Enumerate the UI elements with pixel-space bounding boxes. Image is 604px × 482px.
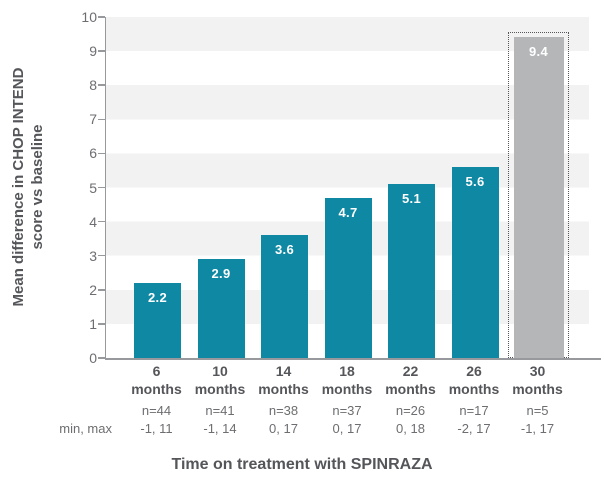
- minmax-row: -1, 11 -1, 14 0, 17 0, 17 0, 18 -2, 17 -1, 17: [105, 421, 588, 437]
- y-axis-title: Mean difference in CHOP INTEND score vs …: [9, 7, 47, 367]
- x-category-month: 22: [402, 363, 419, 379]
- x-category-month: 10: [212, 363, 228, 379]
- bar-value-label: 4.7: [338, 204, 358, 220]
- minmax-value: -2, 17: [457, 421, 491, 436]
- x-category-month: 30: [529, 363, 546, 379]
- y-tick-mark: [98, 84, 105, 86]
- x-category-unit: months: [321, 380, 373, 397]
- x-category-month: 14: [275, 363, 292, 379]
- minmax-value: 0, 17: [332, 421, 362, 436]
- y-axis-tick-labels: 0 1 2 3 4 5 6 7 8 9 10: [57, 9, 97, 366]
- y-tick-label: 5: [89, 179, 97, 196]
- minmax-row-label: min, max: [59, 421, 112, 436]
- bar: 3.6: [261, 235, 308, 358]
- y-tick-mark: [98, 152, 105, 155]
- bar: 2.9: [197, 259, 245, 358]
- y-tick-mark: [98, 289, 105, 291]
- y-tick-mark: [98, 220, 105, 223]
- y-tick-label: 7: [89, 111, 97, 128]
- y-tick-label: 1: [89, 315, 97, 332]
- y-tick-label: 10: [81, 9, 97, 25]
- y-axis-title-line-1: Mean difference in CHOP INTEND: [10, 67, 27, 307]
- plot-area: 2.2 2.9 3.6 4.7 5.1 5.6 9.4: [98, 16, 589, 359]
- minmax-value: -1, 11: [140, 421, 173, 436]
- bar: 5.1: [388, 184, 435, 358]
- x-category-unit: months: [258, 380, 309, 397]
- y-tick-label: 0: [89, 350, 97, 366]
- x-category-label: 26 months: [441, 363, 507, 398]
- bar-value-label: 5.6: [465, 174, 485, 190]
- n-value: n=44: [141, 403, 172, 418]
- n-row: n=44 n=41 n=38 n=37 n=26 n=17 n=5: [105, 403, 588, 419]
- y-tick-mark: [98, 357, 105, 359]
- bar-value-label: 2.2: [148, 289, 167, 305]
- x-category-unit: months: [385, 380, 436, 397]
- y-tick-label: 2: [89, 281, 97, 298]
- y-tick-label: 8: [89, 77, 97, 94]
- x-category-label: 30 months: [505, 363, 571, 398]
- x-category-unit: months: [448, 380, 500, 397]
- x-category-month: 26: [466, 363, 482, 379]
- x-axis-line: [105, 358, 601, 360]
- n-value: n=17: [459, 403, 489, 418]
- x-category-label: 6 months: [124, 363, 190, 398]
- n-value: n=41: [205, 403, 235, 418]
- y-tick-mark: [98, 16, 105, 18]
- bar-value-label: 3.6: [275, 242, 294, 258]
- bar: 9.4: [513, 37, 564, 358]
- y-tick-mark: [98, 50, 105, 52]
- x-category-unit: months: [194, 380, 246, 397]
- n-value: n=5: [526, 403, 549, 418]
- bar: 5.6: [451, 167, 499, 358]
- x-category-label: 10 months: [187, 363, 253, 398]
- x-category-label: 14 months: [251, 363, 317, 398]
- bar: 2.2: [134, 282, 181, 358]
- n-value: n=38: [268, 403, 299, 418]
- y-tick-label: 3: [89, 247, 97, 264]
- x-category-unit: months: [512, 380, 563, 397]
- minmax-value: 0, 17: [269, 421, 298, 436]
- y-tick-label: 6: [89, 145, 97, 162]
- n-value: n=37: [332, 403, 362, 418]
- y-tick-label: 9: [89, 43, 97, 60]
- minmax-value: 0, 18: [396, 421, 425, 436]
- x-category-row: 6 months 10 months 14 months 18 months 22 months 2…: [105, 363, 588, 401]
- y-tick-mark: [98, 323, 105, 325]
- y-axis-title-line-2: score vs baseline: [29, 124, 46, 250]
- bar-value-label: 2.9: [211, 266, 231, 282]
- x-category-month: 6: [152, 363, 161, 379]
- y-tick-mark: [98, 186, 105, 189]
- bar: 4.7: [324, 197, 372, 358]
- y-tick-mark: [98, 254, 105, 257]
- minmax-value: -1, 17: [520, 421, 555, 436]
- minmax-value: -1, 14: [203, 421, 237, 436]
- x-category-label: 22 months: [378, 363, 444, 398]
- n-value: n=26: [395, 403, 426, 418]
- bar-value-label: 5.1: [402, 191, 421, 207]
- bar-value-label: 9.4: [529, 44, 548, 60]
- x-axis-title: Time on treatment with SPINRAZA: [171, 456, 433, 473]
- y-tick-label: 4: [89, 213, 97, 230]
- y-tick-mark: [98, 118, 105, 121]
- x-category-month: 18: [339, 363, 355, 379]
- x-category-unit: months: [131, 380, 182, 397]
- x-category-label: 18 months: [314, 363, 380, 398]
